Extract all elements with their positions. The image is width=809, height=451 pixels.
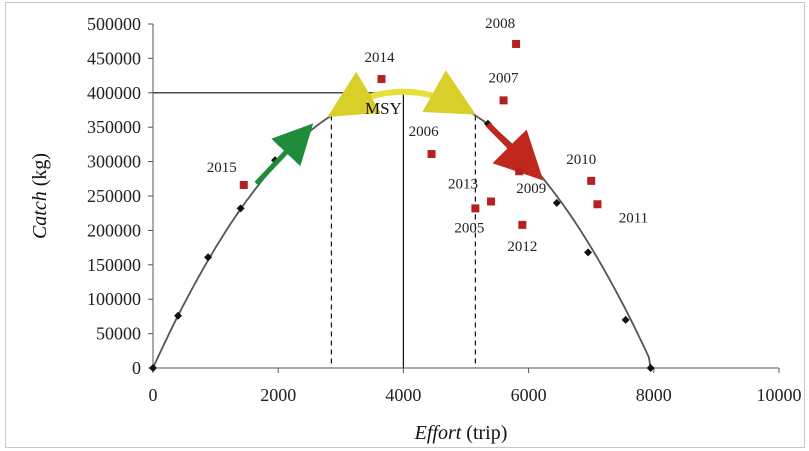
observed-point-2005 <box>471 204 480 213</box>
observed-point-2015 <box>239 180 248 189</box>
x-axis-title: Effort (trip) <box>414 422 508 444</box>
y-tick-label: 50000 <box>96 324 141 344</box>
observed-label-2013: 2013 <box>448 177 478 193</box>
y-tick-label: 300000 <box>87 152 141 172</box>
model-point-marker <box>552 198 561 207</box>
x-tick-label: 8000 <box>636 385 672 405</box>
x-axis-title-unit: (trip) <box>461 422 507 444</box>
y-axis-title-unit: (kg) <box>29 153 51 191</box>
observed-label-2005: 2005 <box>454 220 484 236</box>
observed-label-2006: 2006 <box>409 124 440 140</box>
y-tick-label: 0 <box>132 358 141 378</box>
observed-label-2012: 2012 <box>507 239 537 255</box>
increase-effort-arrow <box>254 123 314 186</box>
observed-label-2007: 2007 <box>489 70 520 86</box>
msy-zone-arrow <box>327 70 476 117</box>
model-point-marker <box>149 364 157 372</box>
y-tick-label: 250000 <box>87 186 141 206</box>
observed-label-2010: 2010 <box>566 152 596 168</box>
x-tick-label: 0 <box>149 385 158 405</box>
observed-point-2008 <box>512 39 521 48</box>
x-tick-label: 6000 <box>511 385 547 405</box>
observed-point-2006 <box>427 150 436 159</box>
observed-point-2012 <box>518 220 527 229</box>
observed-point-2009 <box>515 167 524 176</box>
x-tick-label: 10000 <box>757 385 802 405</box>
model-point-marker <box>236 204 245 213</box>
observed-point-2014 <box>377 75 386 84</box>
model-point-marker <box>204 253 213 262</box>
observed-label-2008: 2008 <box>485 16 515 32</box>
observed-label-2015: 2015 <box>207 160 237 176</box>
observed-label-2011: 2011 <box>619 210 648 226</box>
model-point-marker <box>174 311 183 320</box>
model-point-marker <box>646 364 655 372</box>
y-tick-label: 100000 <box>87 289 141 309</box>
y-tick-label: 450000 <box>87 48 141 68</box>
y-tick-label: 350000 <box>87 117 141 137</box>
overfishing-arrow <box>485 122 544 181</box>
msy-label: MSY <box>365 99 402 118</box>
observed-point-2010 <box>587 176 596 185</box>
observed-label-2009: 2009 <box>516 181 546 197</box>
y-tick-label: 150000 <box>87 255 141 275</box>
x-axis-title-main: Effort <box>414 422 462 444</box>
y-tick-label: 200000 <box>87 220 141 240</box>
y-axis-title: Catch (kg) <box>29 153 51 239</box>
model-point-marker <box>584 248 593 257</box>
observed-label-2014: 2014 <box>364 50 395 66</box>
y-axis-title-main: Catch <box>29 191 51 239</box>
y-tick-label: 500000 <box>87 14 141 34</box>
observed-point-2011 <box>593 200 602 209</box>
observed-point-2013 <box>487 197 496 206</box>
y-tick-label: 400000 <box>87 83 141 103</box>
model-point-marker <box>621 315 630 324</box>
model-curve <box>152 91 652 369</box>
x-tick-label: 4000 <box>385 385 421 405</box>
observed-point-2007 <box>499 96 508 105</box>
x-tick-label: 2000 <box>260 385 296 405</box>
